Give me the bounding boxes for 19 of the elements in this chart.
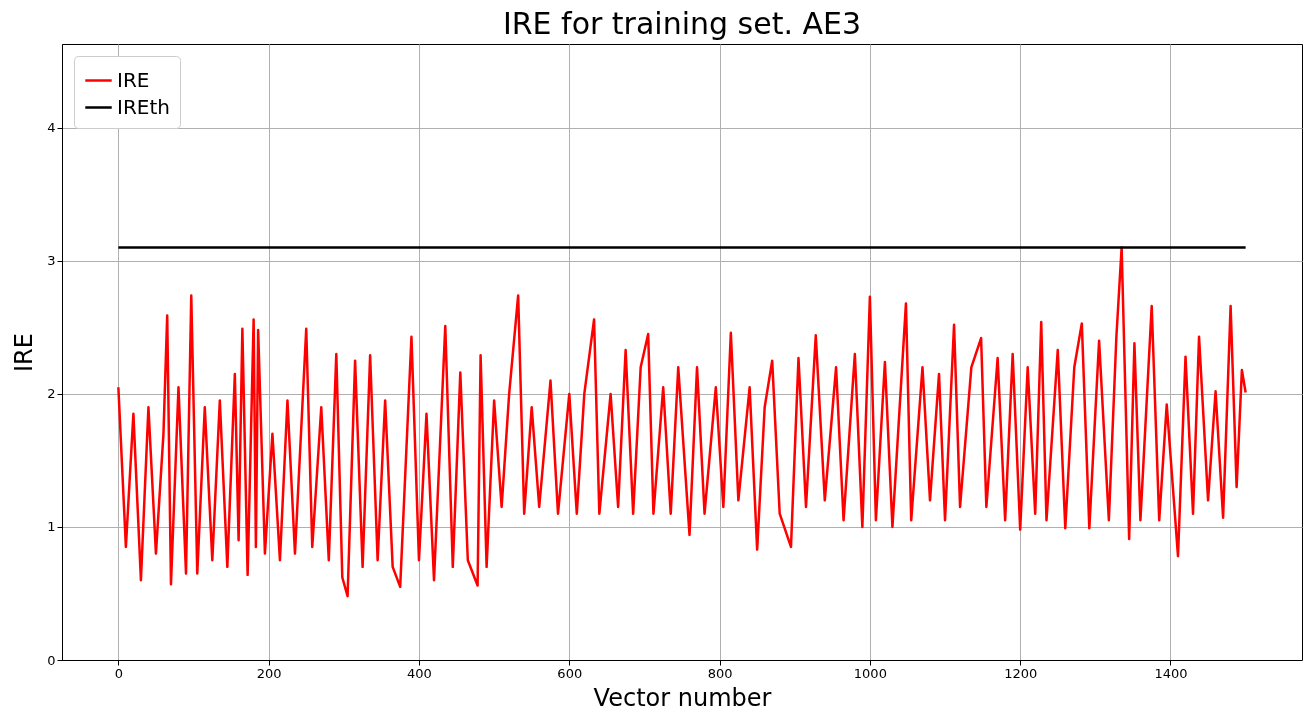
y-tick-label: 4 xyxy=(47,120,56,136)
x-tick-label: 200 xyxy=(256,665,282,681)
x-tick-label: 1000 xyxy=(853,665,887,681)
x-tick-label: 400 xyxy=(407,665,432,681)
y-tick-label: 2 xyxy=(47,386,56,402)
x-tick-label: 600 xyxy=(557,665,583,681)
y-tick-label: 0 xyxy=(47,652,56,668)
x-tick-label: 800 xyxy=(707,665,733,681)
line-series xyxy=(117,246,1247,598)
x-tick-label: 1200 xyxy=(1004,665,1038,681)
y-tick-label: 1 xyxy=(47,519,56,535)
y-tick-label: 3 xyxy=(47,253,56,269)
x-axis-title: Vector number xyxy=(593,683,772,712)
legend-label: IRE xyxy=(117,67,150,92)
legend-label: IREth xyxy=(117,94,170,119)
chart-title: IRE for training set. AE3 xyxy=(502,6,862,41)
y-axis-title: IRE xyxy=(10,333,39,372)
x-tick-label: 1400 xyxy=(1154,665,1188,681)
x-tick-label: 0 xyxy=(114,665,123,681)
